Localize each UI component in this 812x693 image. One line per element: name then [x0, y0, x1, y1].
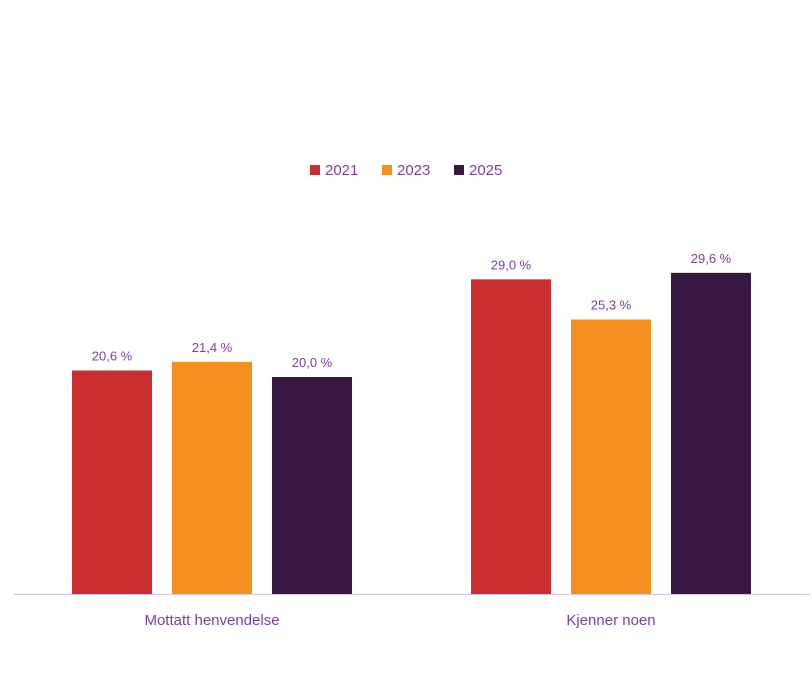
- data-label-2025-1: 29,6 %: [691, 251, 732, 266]
- data-label-2021-0: 20,6 %: [92, 348, 133, 363]
- legend-label-2021: 2021: [325, 162, 358, 179]
- bar-2021-0: [72, 370, 152, 594]
- legend-swatch-2023: [382, 165, 392, 175]
- bar-2021-1: [471, 279, 551, 594]
- bar-2023-0: [172, 361, 252, 594]
- bar-2025-0: [272, 377, 352, 594]
- bar-2023-1: [571, 319, 651, 594]
- bar-2025-1: [671, 272, 751, 594]
- x-tick-label-0: Mottatt henvendelse: [144, 612, 279, 629]
- legend: 2021 2023 2025: [310, 162, 502, 179]
- x-tick-labels: Mottatt henvendelse Kjenner noen: [144, 612, 655, 629]
- data-label-2021-1: 29,0 %: [491, 257, 532, 272]
- x-tick-label-1: Kjenner noen: [566, 612, 655, 629]
- legend-label-2023: 2023: [397, 162, 430, 179]
- data-label-2025-0: 20,0 %: [292, 355, 333, 370]
- data-label-2023-1: 25,3 %: [591, 297, 632, 312]
- data-label-2023-0: 21,4 %: [192, 340, 233, 355]
- bars: [72, 272, 751, 594]
- data-labels: 20,6 % 29,0 % 21,4 % 25,3 % 20,0 % 29,6 %: [92, 251, 732, 370]
- legend-swatch-2021: [310, 165, 320, 175]
- legend-swatch-2025: [454, 165, 464, 175]
- legend-label-2025: 2025: [469, 162, 502, 179]
